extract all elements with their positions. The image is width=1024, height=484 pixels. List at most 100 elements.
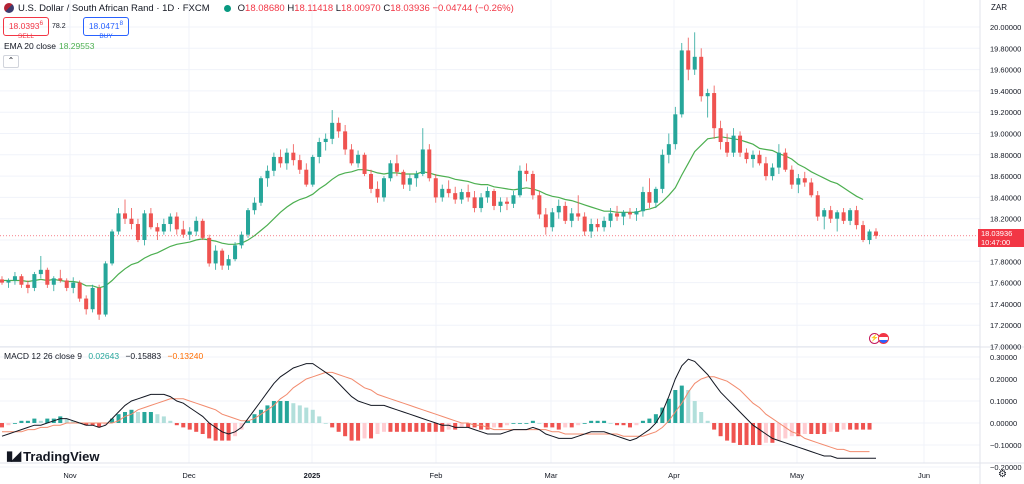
us-flag-event-icon[interactable] xyxy=(878,333,889,344)
macd-histogram-bar xyxy=(135,412,140,423)
macd-histogram-bar xyxy=(563,423,568,428)
candle-body xyxy=(459,192,464,200)
macd-histogram-bar xyxy=(297,405,302,423)
candle-body xyxy=(155,227,160,232)
macd-histogram-bar xyxy=(744,423,749,445)
candle-body xyxy=(51,278,56,285)
tradingview-logo[interactable]: ▮◢ TradingView xyxy=(6,448,100,464)
macd-histogram-bar xyxy=(530,420,535,423)
macd-histogram-bar xyxy=(323,423,328,424)
macd-histogram-bar xyxy=(213,423,218,441)
candle-body xyxy=(647,192,652,203)
candle-body xyxy=(835,212,840,219)
chart-header: U.S. Dollar / South African Rand · 1D · … xyxy=(0,0,514,16)
macd-histogram-bar xyxy=(731,423,736,443)
candle-body xyxy=(725,142,730,153)
macd-histogram-bar xyxy=(789,423,794,437)
candle-body xyxy=(537,195,542,215)
macd-histogram-bar xyxy=(174,423,179,426)
candle-body xyxy=(608,213,613,221)
candle-body xyxy=(530,173,535,196)
sell-button[interactable]: 18.03936 SELL xyxy=(3,17,49,40)
candle-body xyxy=(220,250,225,266)
candle-body xyxy=(504,201,509,204)
candle-body xyxy=(200,220,205,238)
candle-body xyxy=(498,201,503,206)
macd-histogram-bar xyxy=(349,423,354,441)
candle-body xyxy=(71,282,76,288)
time-tick-label: Mar xyxy=(545,471,558,480)
macd-histogram-bar xyxy=(828,423,833,432)
candle-body xyxy=(576,213,581,217)
macd-histogram-bar xyxy=(705,420,710,423)
candle-body xyxy=(666,144,671,155)
candle-body xyxy=(64,280,69,288)
macd-line xyxy=(1,358,876,459)
candle-body xyxy=(861,225,866,240)
macd-histogram-bar xyxy=(394,423,399,432)
macd-histogram-bar xyxy=(653,414,658,423)
candle-body xyxy=(148,213,153,228)
tradingview-mark-icon: ▮◢ xyxy=(6,448,21,463)
market-open-icon xyxy=(223,4,231,12)
macd-histogram-bar xyxy=(381,423,386,432)
candle-body xyxy=(789,169,794,185)
macd-histogram-bar xyxy=(763,423,768,443)
candle-body xyxy=(407,178,412,185)
candle-body xyxy=(135,224,140,240)
candle-body xyxy=(388,163,393,179)
time-tick-label: Apr xyxy=(668,471,680,480)
macd-tick-label: 0.10000 xyxy=(990,397,1017,406)
event-icons[interactable]: ⚡ xyxy=(869,333,891,345)
ema-legend[interactable]: EMA 20 close 18.29553 xyxy=(4,41,95,51)
settings-gear-icon[interactable]: ⚙ xyxy=(998,469,1007,480)
macd-histogram-bar xyxy=(317,416,322,423)
candle-body xyxy=(602,220,607,228)
macd-histogram-bar xyxy=(304,407,309,423)
candle-body xyxy=(796,178,801,185)
candle-body xyxy=(453,193,458,200)
candle-body xyxy=(802,178,807,183)
candle-body xyxy=(543,214,548,228)
macd-histogram-bar xyxy=(116,414,121,423)
macd-histogram-bar xyxy=(155,414,160,423)
candle-body xyxy=(627,212,632,215)
symbol-title[interactable]: U.S. Dollar / South African Rand · 1D · … xyxy=(18,2,210,14)
candle-body xyxy=(310,156,315,185)
macd-histogram-bar xyxy=(712,423,717,430)
candle-body xyxy=(0,279,5,283)
candle-body xyxy=(446,188,451,194)
macd-histogram-bar xyxy=(725,423,730,441)
macd-histogram-bar xyxy=(776,423,781,441)
macd-histogram-bar xyxy=(550,423,555,428)
macd-histogram-bar xyxy=(498,423,503,428)
candle-body xyxy=(258,178,263,203)
candle-body xyxy=(517,170,522,196)
macd-histogram-bar xyxy=(757,423,762,445)
candle-body xyxy=(168,216,173,225)
currency-label[interactable]: ZAR xyxy=(991,3,1007,12)
candle-body xyxy=(233,245,238,260)
candle-body xyxy=(381,178,386,198)
macd-histogram-bar xyxy=(848,423,853,430)
macd-tick-label: 0.20000 xyxy=(990,375,1017,384)
macd-histogram-bar xyxy=(615,423,620,426)
candles-layer xyxy=(0,32,879,320)
macd-histogram-bar xyxy=(822,423,827,434)
collapse-legend-button[interactable]: ⌃ xyxy=(3,55,19,68)
candle-body xyxy=(369,173,374,189)
price-tick-label: 18.80000 xyxy=(990,151,1021,160)
macd-histogram-bar xyxy=(103,423,108,426)
macd-histogram-bar xyxy=(627,423,632,428)
price-tick-label: 19.60000 xyxy=(990,66,1021,75)
candle-body xyxy=(686,50,691,70)
macd-legend[interactable]: MACD 12 26 close 9 0.02643 −0.15883 −0.1… xyxy=(4,351,204,361)
buy-button[interactable]: 18.04718 BUY xyxy=(83,17,129,40)
macd-histogram-bar xyxy=(640,420,645,423)
macd-histogram-bar xyxy=(187,423,192,430)
macd-histogram-bar xyxy=(517,423,522,424)
macd-histogram-bar xyxy=(38,420,43,423)
candle-body xyxy=(770,167,775,177)
